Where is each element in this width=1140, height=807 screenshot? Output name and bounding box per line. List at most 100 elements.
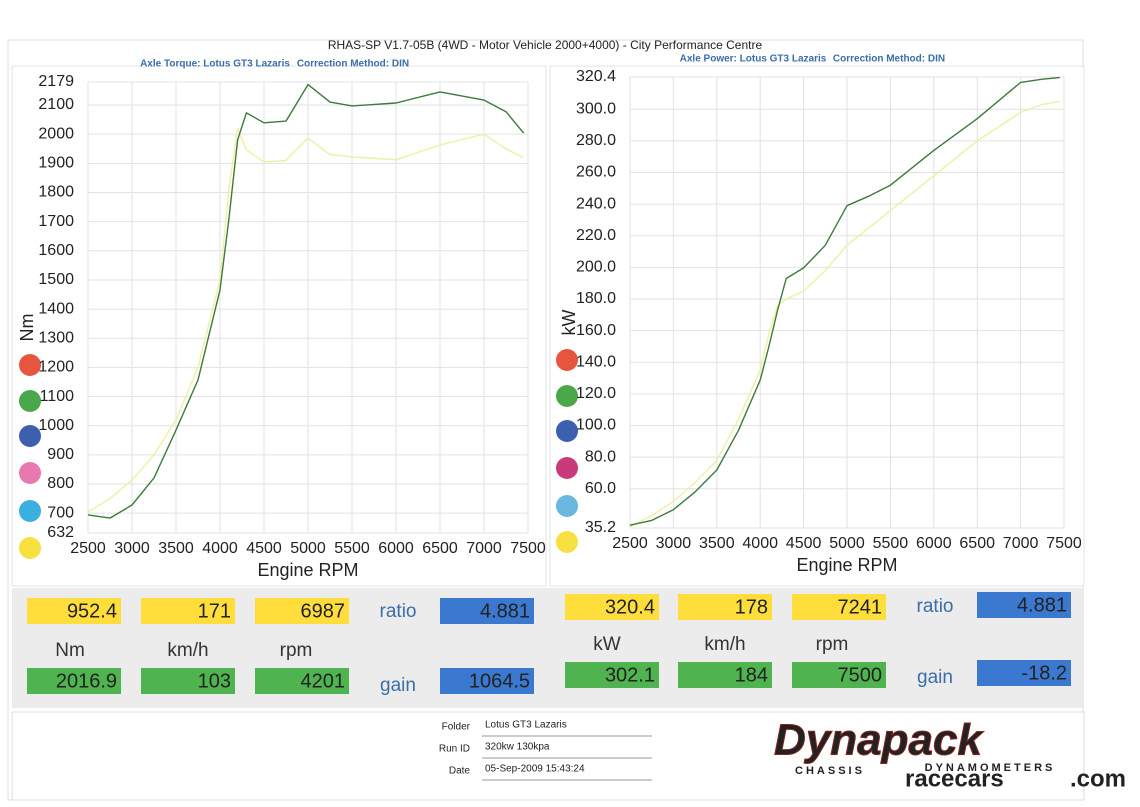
readout-value: 6987: [301, 600, 346, 622]
chart-subtitle: Axle Power: Lotus GT3 Lazaris: [680, 54, 827, 65]
readout-unit: km/h: [704, 634, 745, 655]
ratio-label: ratio: [917, 596, 954, 617]
footer-value: 320kw 130kpa: [485, 742, 550, 753]
x-tick-label: 4500: [786, 535, 822, 552]
footer-label: Run ID: [439, 744, 470, 755]
gain-value: -18.2: [1021, 662, 1067, 684]
readout-value-box: [141, 668, 235, 694]
x-tick-label: 7000: [466, 540, 502, 557]
gain-value: 1064.5: [469, 670, 530, 692]
logo: Dynapack: [774, 716, 984, 765]
series-line: [629, 100, 1060, 528]
x-tick-label: 3500: [699, 535, 735, 552]
y-tick-label: 260.0: [576, 164, 616, 181]
readout-unit: Nm: [55, 640, 85, 661]
x-tick-label: 7500: [510, 540, 546, 557]
y-tick-label: 800: [47, 475, 74, 492]
footer-label: Folder: [442, 722, 471, 733]
series-line: [87, 83, 525, 519]
legend-dot: [19, 462, 41, 484]
y-axis-label: kW: [559, 310, 579, 336]
readout-value: 184: [735, 664, 768, 686]
footer-value: 05-Sep-2009 15:43:24: [485, 764, 585, 775]
y-tick-label: 1100: [40, 388, 75, 405]
y-tick-label: 320.4: [576, 68, 616, 85]
gain-label: gain: [917, 667, 953, 688]
series-line: [629, 76, 1060, 526]
y-tick-label: 2000: [38, 125, 74, 142]
x-tick-label: 6500: [422, 540, 458, 557]
readout-value-box: [565, 594, 659, 620]
y-tick-label: 1300: [38, 329, 74, 346]
readout-value-box: [565, 662, 659, 688]
footer-label: Date: [449, 766, 471, 777]
gain-label: gain: [380, 675, 416, 696]
readout-value-box: [27, 598, 121, 624]
legend-dot: [19, 354, 41, 376]
readout-value: 171: [198, 600, 231, 622]
readout-value: 952.4: [67, 600, 117, 622]
y-tick-label: 80.0: [585, 448, 616, 465]
x-tick-label: 7000: [1003, 535, 1039, 552]
legend-dot: [556, 495, 578, 517]
y-tick-label: 240.0: [576, 195, 616, 212]
footer: Folder Lotus GT3 Lazaris Run ID 320kw 130kp…: [439, 715, 1126, 792]
x-axis-label: Engine RPM: [257, 560, 358, 580]
readout-value-box: [141, 598, 235, 624]
x-tick-label: 4000: [742, 535, 778, 552]
y-tick-label: 1900: [38, 155, 74, 172]
legend-dot: [556, 349, 578, 371]
readout-value-box: [678, 662, 772, 688]
y-tick-label: 60.0: [585, 480, 616, 497]
ratio-label: ratio: [380, 601, 417, 622]
y-tick-label: 120.0: [576, 385, 616, 402]
x-tick-label: 5000: [290, 540, 326, 557]
x-tick-label: 5500: [873, 535, 909, 552]
readout-value: 178: [735, 596, 768, 618]
readout-value: 4201: [301, 670, 346, 692]
readout-value: 103: [198, 670, 231, 692]
x-tick-label: 7500: [1046, 535, 1082, 552]
plot-panel: [549, 65, 1085, 587]
readout-value-box: [792, 594, 886, 620]
readout-value-box: [678, 594, 772, 620]
plot-panel: [11, 65, 547, 587]
readout-value-box: [792, 662, 886, 688]
y-tick-label: 200.0: [576, 259, 616, 276]
readout-value-box: [27, 668, 121, 694]
y-tick-label: 1800: [38, 184, 74, 201]
y-tick-label: 220.0: [576, 227, 616, 244]
legend-dot: [556, 531, 578, 553]
y-tick-label: 180.0: [576, 290, 616, 307]
y-tick-label: 900: [47, 446, 74, 463]
y-tick-label: 2179: [38, 73, 74, 90]
chart-annotation: Correction Method: DIN: [833, 54, 945, 65]
readout-value: 320.4: [605, 596, 655, 618]
x-tick-label: 3500: [158, 540, 194, 557]
y-tick-label: 140.0: [576, 353, 616, 370]
y-tick-label: 2100: [38, 96, 74, 113]
x-tick-label: 6000: [378, 540, 414, 557]
legend-dot: [19, 425, 41, 447]
x-tick-label: 3000: [656, 535, 692, 552]
legend-dot: [19, 500, 41, 522]
readout-value-box: [255, 598, 349, 624]
x-tick-label: 2500: [612, 535, 648, 552]
x-tick-label: 5500: [334, 540, 370, 557]
legend-dot: [556, 457, 578, 479]
y-tick-label: 1500: [38, 271, 74, 288]
watermark: racecars: [905, 765, 1004, 792]
x-tick-label: 3000: [114, 540, 150, 557]
y-tick-label: 300.0: [576, 100, 616, 117]
y-tick-label: 632: [47, 524, 74, 541]
ratio-value-box: [440, 598, 534, 624]
x-tick-label: 6000: [916, 535, 952, 552]
series-line: [87, 127, 524, 513]
y-tick-label: 1000: [38, 417, 74, 434]
readout-value: 302.1: [605, 664, 655, 686]
y-tick-label: 35.2: [585, 519, 616, 536]
ratio-value: 4.881: [480, 600, 530, 622]
y-tick-label: 100.0: [576, 417, 616, 434]
x-tick-label: 4000: [202, 540, 238, 557]
